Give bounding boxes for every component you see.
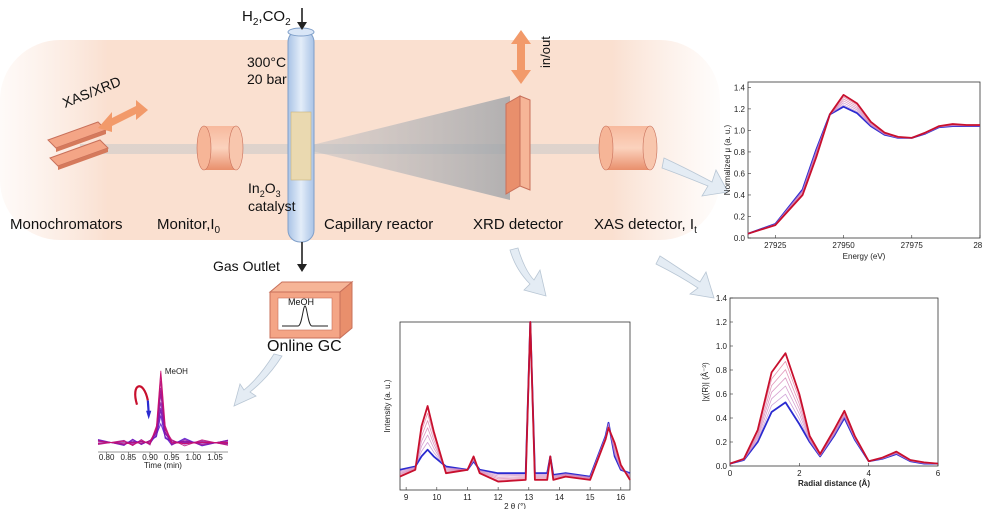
x-tick-label: 0.95: [164, 453, 180, 462]
xrd-detector-label: XRD detector: [473, 216, 564, 233]
y-tick-label: 1.2: [716, 318, 728, 327]
x-tick-label: 1.05: [207, 453, 223, 462]
x-tick-label: 13: [524, 493, 533, 502]
y-tick-label: 0.0: [734, 234, 746, 243]
callout-arrows: [233, 157, 729, 407]
x-tick-label: 10: [432, 493, 441, 502]
x-tick-label: 27950: [832, 241, 855, 250]
series-line-magenta: [97, 370, 228, 446]
xrd-detector-plate: [505, 95, 531, 195]
capillary-reactor-tube: [287, 27, 315, 243]
diffraction-cone: [300, 96, 510, 200]
x-axis-title: Time (min): [144, 461, 182, 470]
in-out-arrow: [511, 30, 531, 84]
catalyst-label: In2O3: [248, 180, 281, 199]
y-tick-label: 0.2: [716, 438, 728, 447]
x-tick-label: 1.00: [186, 453, 202, 462]
callout-to-exafs: [655, 255, 715, 299]
xanes-chart: 27925 27950 27975 280 0.0 0.2 0.4 0.6 0.8 1.0 1.2 1…: [724, 81, 982, 261]
temperature-label: 300°C: [247, 54, 287, 70]
xas-detector-cylinder: [598, 125, 658, 171]
x-tick-label: 12: [494, 493, 503, 502]
x-tick-label: 27975: [901, 241, 924, 250]
y-tick-label: 0.2: [734, 212, 746, 221]
x-tick-label: 14: [555, 493, 564, 502]
x-tick-label: 15: [586, 493, 595, 502]
x-tick-label: 280: [973, 241, 982, 250]
gc-box-meoh-label: MeOH: [288, 297, 315, 307]
y-tick-label: 0.4: [734, 191, 746, 200]
x-tick-label: 11: [463, 493, 472, 502]
online-gc-box: [268, 280, 354, 340]
online-gc-label: Online GC: [267, 338, 342, 355]
series-line-intermediate: [97, 410, 229, 446]
y-axis-title: Intensity (a. u.): [383, 379, 392, 432]
monitor-label: Monitor,I0: [157, 216, 221, 236]
x-tick-label: 27925: [764, 241, 787, 250]
x-tick-label: 0.80: [99, 453, 115, 462]
x-tick-label: 0.85: [121, 453, 137, 462]
x-tick-label: 16: [616, 493, 625, 502]
x-tick-label: 0: [728, 469, 733, 478]
pressure-label: 20 bar: [247, 71, 287, 87]
callout-to-gc: [233, 353, 283, 407]
plot-frame: [729, 297, 939, 467]
plot-frame: [399, 321, 631, 491]
xas-xrd-switch-arrow: [98, 100, 148, 132]
y-tick-label: 1.0: [716, 342, 728, 351]
x-tick-label: 9: [404, 493, 409, 502]
monochromator-crystals: [47, 121, 109, 170]
y-axis-title: |χ(R)| (Å⁻³): [701, 362, 710, 402]
xrd-chart: 9 10 11 12 13 14 15 16 2 θ (°) Intensity (a. u.): [383, 321, 631, 509]
exafs-chart: 0 2 4 6 0.0 0.2 0.4 0.6 0.8 1.0 1.2 1.4 Radial dista…: [701, 294, 941, 488]
gas-outlet-label: Gas Outlet: [213, 258, 280, 274]
x-axis-title: 2 θ (°): [504, 502, 526, 509]
callout-to-xrd: [509, 247, 547, 297]
x-axis-title: Energy (eV): [843, 252, 886, 261]
y-tick-label: 0.4: [716, 414, 728, 423]
trend-arrow-head: [146, 410, 152, 420]
y-tick-label: 0.8: [716, 366, 728, 375]
gc-chart: 0.80 0.85 0.90 0.95 1.00 1.05 MeOH Time (min): [97, 367, 229, 470]
x-axis-title: Radial distance (Å): [798, 479, 870, 488]
y-tick-label: 0.6: [734, 169, 746, 178]
series-line-red: [729, 352, 939, 465]
x-tick-label: 0.90: [142, 453, 158, 462]
series-line-red: [747, 93, 980, 235]
y-tick-label: 1.4: [716, 294, 728, 303]
catalyst-bed: [290, 111, 312, 181]
y-tick-label: 0.8: [734, 148, 746, 157]
x-tick-label: 6: [936, 469, 941, 478]
xas-detector-label: XAS detector, It: [594, 216, 697, 236]
trend-arrow-red: [134, 385, 149, 406]
y-tick-label: 0.0: [716, 462, 728, 471]
monochromators-label: Monochromators: [10, 216, 123, 233]
y-tick-label: 1.2: [734, 105, 746, 114]
callout-to-xanes: [661, 157, 729, 197]
series-line-red: [399, 321, 631, 483]
capillary-reactor-label: Capillary reactor: [324, 216, 434, 233]
y-tick-label: 1.0: [734, 126, 746, 135]
in-out-label: in/out: [538, 36, 553, 68]
catalyst-word-label: catalyst: [248, 198, 296, 214]
y-tick-label: 0.6: [716, 390, 728, 399]
gas-inlet-label: H2,CO2: [242, 8, 291, 28]
y-tick-label: 1.4: [734, 83, 746, 92]
y-axis-title: Normalized μ (a. u.): [724, 124, 732, 195]
x-tick-label: 2: [797, 469, 802, 478]
monitor-cylinder: [196, 125, 244, 171]
gc-annotation-meoh: MeOH: [165, 367, 188, 376]
x-tick-label: 4: [866, 469, 871, 478]
